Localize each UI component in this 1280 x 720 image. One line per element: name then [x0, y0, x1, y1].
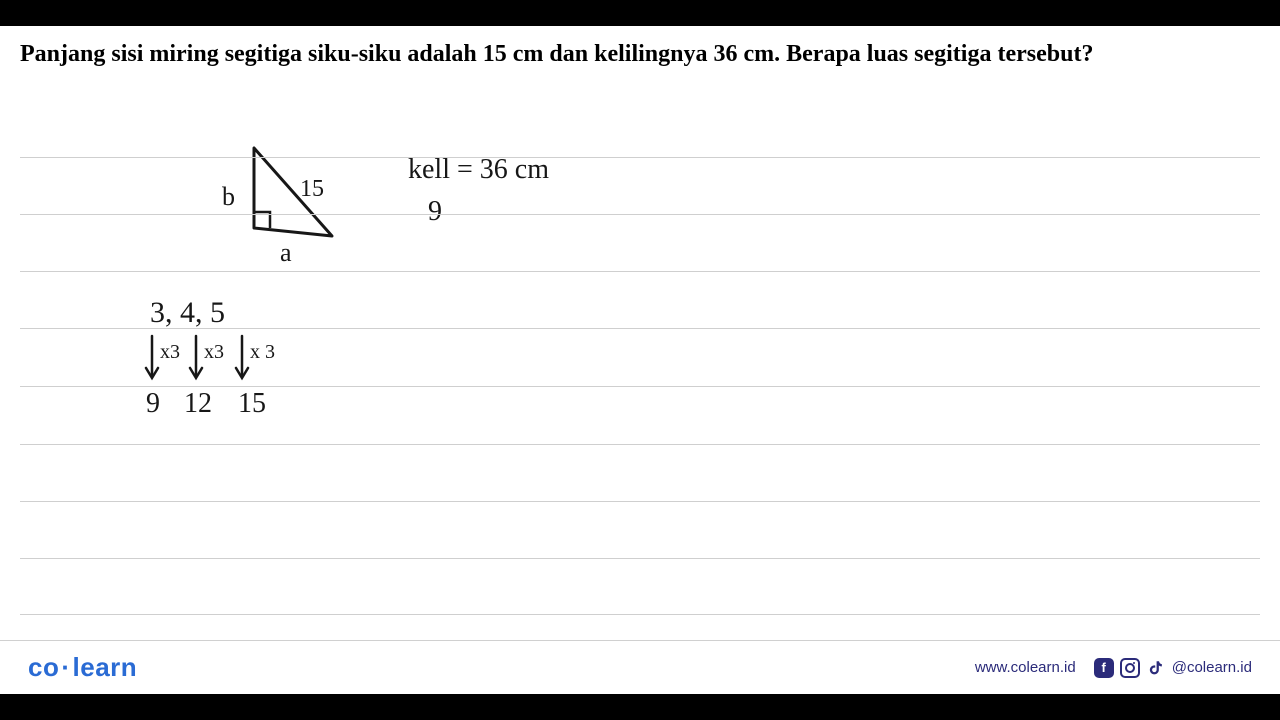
- ruled-line: [20, 157, 1260, 158]
- svg-text:x3: x3: [204, 341, 224, 363]
- ruled-line: [20, 386, 1260, 387]
- ruled-line: [20, 614, 1260, 615]
- footer-right: www.colearn.id f @colearn.id: [975, 658, 1252, 678]
- page-canvas: Panjang sisi miring segitiga siku-siku a…: [0, 26, 1280, 694]
- arrows-layer: x3 x3 x 3: [0, 26, 400, 526]
- svg-text:x3: x3: [160, 341, 180, 363]
- instagram-icon[interactable]: [1120, 658, 1140, 678]
- ruled-line: [20, 271, 1260, 272]
- note-kell: kell = 36 cm: [408, 154, 549, 186]
- logo-first: co: [28, 652, 59, 682]
- triple-bottom-0: 9: [146, 388, 160, 420]
- ruled-line: [20, 328, 1260, 329]
- note-nine: 9: [428, 196, 442, 228]
- ruled-line: [20, 444, 1260, 445]
- triple-bottom-2: 15: [238, 388, 266, 420]
- social-handle[interactable]: @colearn.id: [1172, 659, 1252, 676]
- facebook-icon[interactable]: f: [1094, 658, 1114, 678]
- triple-bottom-1: 12: [184, 388, 212, 420]
- logo-dot: ·: [59, 652, 72, 682]
- ruled-line: [20, 558, 1260, 559]
- ruled-line: [20, 214, 1260, 215]
- footer-url[interactable]: www.colearn.id: [975, 659, 1076, 676]
- brand-logo: co·learn: [28, 652, 137, 683]
- footer-bar: co·learn www.colearn.id f @colearn.id: [0, 640, 1280, 694]
- logo-second: learn: [73, 652, 138, 682]
- social-group: f @colearn.id: [1094, 658, 1252, 678]
- ruled-line: [20, 501, 1260, 502]
- tiktok-icon[interactable]: [1146, 658, 1166, 678]
- svg-text:x 3: x 3: [250, 341, 275, 363]
